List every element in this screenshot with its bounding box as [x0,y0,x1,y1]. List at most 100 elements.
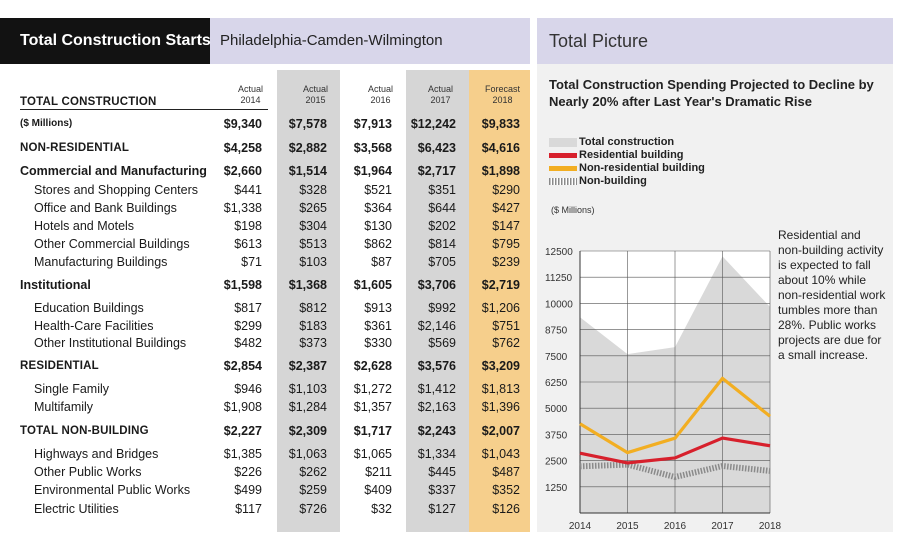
cell-value-2016: $1,717 [353,424,392,438]
cell-value-2017: $445 [428,465,456,479]
cell-value-2015: $513 [299,237,327,251]
non-building-line [579,461,771,481]
line-chart: 1250 2500 3750 5000 6250 7500 8750 10000 11250 12… [545,247,782,532]
column-header-2015: Actual 2015 [284,84,347,106]
cell-value-2018: $3,209 [481,359,520,373]
chart-title: Total Construction Spending Projected to… [549,77,874,109]
cell-value-2017: $814 [428,237,456,251]
legend-item: Non-residential building [549,162,749,175]
legend-label: Non-building [579,175,647,187]
cell-value-2015: $812 [299,301,327,315]
cell-value-2017: $3,706 [417,278,456,292]
cell-value-2016: $3,568 [353,141,392,155]
y-tick-label: 6250 [545,378,568,389]
cell-value-2018: $762 [492,336,520,350]
chart-legend: Total construction Residential building No… [549,136,749,188]
cell-value-2014: $226 [234,465,262,479]
cell-value-2016: $521 [364,183,392,197]
cell-value-2014: $117 [235,502,262,516]
x-tick-label: 2018 [759,521,782,532]
total-construction-heading: TOTAL CONSTRUCTION [20,96,268,110]
cell-value-2018: $352 [492,483,520,497]
cell-value-2016: $2,628 [353,359,392,373]
cell-value-2014: $299 [234,319,262,333]
cell-value-2018: $1,813 [481,382,520,396]
cell-value-2016: $87 [371,255,392,269]
cell-value-2015: $103 [299,255,327,269]
column-header-2017: Actual 2017 [409,84,472,106]
cell-value-2015: $1,063 [288,447,327,461]
cell-value-2016: $1,272 [353,382,392,396]
cell-value-2014: $1,598 [223,278,262,292]
cell-value-2015: $259 [299,483,327,497]
cell-value-2017: $705 [428,255,456,269]
row-label: Other Institutional Buildings [34,336,187,350]
cell-value-2014: $499 [234,483,262,497]
row-label: Office and Bank Buildings [34,201,177,215]
legend-swatch [549,166,577,171]
cell-value-2015: $2,387 [288,359,327,373]
non-residential-building-line [579,376,771,455]
legend-swatch [549,153,577,158]
cell-value-2016: $1,357 [353,400,392,414]
table-row: Single Family $946 $1,103 $1,272 $1,412 $1,81… [0,380,530,398]
row-label: NON-RESIDENTIAL [20,142,130,154]
cell-value-2018: $9,833 [481,117,520,131]
cell-value-2016: $32 [371,502,392,516]
cell-value-2015: $1,284 [288,400,327,414]
y-tick-label: 3750 [545,430,568,441]
cell-value-2015: $1,368 [288,278,327,292]
table-row: Hotels and Motels $198 $304 $130 $202 $147 [0,217,530,235]
cell-value-2014: $2,660 [223,164,262,178]
panel-header: Total Picture [537,18,893,64]
cell-value-2016: $211 [365,465,392,479]
row-label: Multifamily [34,400,94,414]
table-row: Environmental Public Works $499 $259 $409 $3… [0,481,530,499]
cell-value-2016: $409 [364,483,392,497]
cell-value-2015: $726 [299,502,327,516]
cell-value-2014: $441 [234,183,262,197]
column-band-2017 [406,70,469,532]
cell-value-2017: $2,146 [417,319,456,333]
row-label: Environmental Public Works [34,483,191,497]
table-title-bar: Total Construction Starts Philadelphia-C… [0,18,530,64]
table-row: Other Commercial Buildings $613 $513 $862 $8… [0,235,530,253]
cell-value-2018: $487 [492,465,520,479]
column-header-type: Actual [367,84,393,94]
residential-building-line [579,436,771,465]
cell-value-2018: $2,719 [481,278,520,292]
cell-value-2017: $569 [428,336,456,350]
panel-title: Total Picture [549,31,649,51]
region-name: Philadelphia-Camden-Wilmington [220,32,443,49]
cell-value-2014: $2,227 [223,424,262,438]
cell-value-2018: $1,396 [481,400,520,414]
column-header-type: Forecast [484,84,520,94]
cell-value-2015: $183 [299,319,327,333]
table-row: RESIDENTIAL $2,854 $2,387 $2,628 $3,576 $3,20… [0,357,530,375]
column-header-type: Actual [302,84,328,94]
table-row: Commercial and Manufacturing $2,660 $1,514… [0,162,530,180]
row-label: Electric Utilities [34,502,119,516]
legend-item: Non-building [549,175,749,188]
cell-value-2016: $7,913 [353,117,392,131]
row-label: Other Public Works [34,465,142,479]
table-row: Other Institutional Buildings $482 $373 $33… [0,334,530,352]
legend-label: Non-residential building [579,162,705,174]
cell-value-2016: $1,065 [353,447,392,461]
cell-value-2017: $202 [428,219,456,233]
table-row: Office and Bank Buildings $1,338 $265 $364 $… [0,199,530,217]
cell-value-2016: $330 [364,336,392,350]
cell-value-2015: $1,514 [288,164,327,178]
x-tick-label: 2015 [616,521,639,532]
table-row: Highways and Bridges $1,385 $1,063 $1,065 $1… [0,445,530,463]
total-picture-panel: Total Picture Total Construction Spendin… [537,18,893,532]
legend-label: Total construction [579,136,675,148]
cell-value-2017: $2,243 [417,424,456,438]
cell-value-2014: $482 [234,336,262,350]
y-tick-label: 2500 [545,457,568,468]
row-label: Single Family [34,382,110,396]
y-tick-label: 11250 [545,273,573,284]
cell-value-2016: $364 [364,201,392,215]
column-band-2015 [277,70,340,532]
cell-value-2014: $1,908 [223,400,262,414]
